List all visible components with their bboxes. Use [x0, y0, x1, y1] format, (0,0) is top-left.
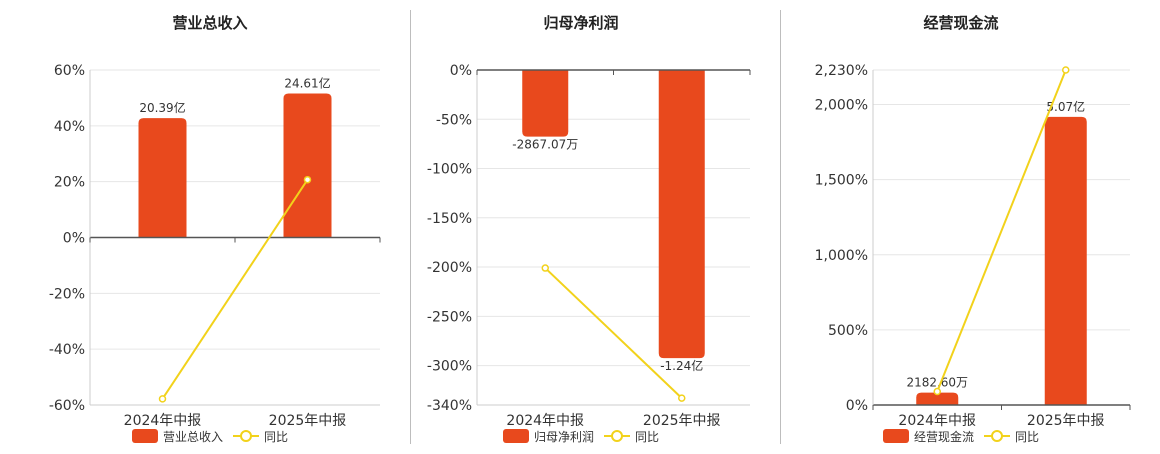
legend-swatch-marker — [611, 430, 623, 442]
y-tick-label: -200% — [427, 260, 472, 276]
x-tick-label: 2024年中报 — [898, 413, 976, 429]
bar — [658, 70, 705, 359]
bar — [283, 93, 332, 238]
x-tick-label: 2025年中报 — [269, 413, 347, 429]
panel-divider — [410, 10, 411, 444]
x-tick-label: 2024年中报 — [124, 413, 202, 429]
y-tick-label: 0% — [846, 398, 868, 414]
y-tick-label: -50% — [436, 112, 472, 128]
chart-title: 营业总收入 — [172, 14, 247, 32]
bar-data-label: 20.39亿 — [139, 100, 185, 115]
y-tick-label: 20% — [54, 175, 85, 191]
x-tick-label: 2025年中报 — [1027, 413, 1105, 429]
y-tick-label: 2,230% — [815, 63, 868, 79]
line-point — [303, 175, 312, 184]
y-tick-label: -300% — [427, 359, 472, 375]
bar-data-label: 24.61亿 — [284, 75, 330, 90]
bar — [916, 392, 959, 405]
y-tick-label: 1,500% — [815, 173, 868, 189]
line-point — [1062, 66, 1070, 74]
bar — [1044, 116, 1087, 406]
line-series — [161, 179, 309, 400]
legend-label-bar: 归母净利润 — [534, 430, 594, 444]
bar — [138, 118, 187, 238]
y-tick-label: -250% — [427, 309, 472, 325]
y-tick-label: 40% — [54, 119, 85, 135]
line-point — [541, 264, 549, 272]
y-tick-label: -40% — [49, 342, 85, 358]
y-tick-label: 1,000% — [815, 248, 868, 264]
line-point — [678, 394, 686, 402]
panel-divider — [780, 10, 781, 444]
line-series — [936, 69, 1067, 392]
legend-swatch-marker — [240, 430, 252, 442]
line-point — [933, 387, 941, 396]
bar-data-label: -1.24亿 — [660, 358, 703, 373]
y-tick-label: -150% — [427, 211, 472, 227]
y-tick-label: 2,000% — [815, 98, 868, 114]
line-series — [544, 267, 683, 399]
y-tick-label: 60% — [54, 63, 85, 79]
legend-label-line: 同比 — [1015, 430, 1039, 444]
chart-net-profit: 归母净利润 0% -50% -100% -150% -200% -250% -300% -340… — [427, 14, 751, 444]
legend-swatch-bar — [132, 429, 158, 443]
chart-cash-flow: 经营现金流 2,230% 2,000% 1,500% 1,000% 500% 0% 2182.… — [815, 14, 1131, 444]
bar-data-label: 5.07亿 — [1046, 99, 1085, 114]
legend-swatch-bar — [503, 429, 529, 443]
chart-panel-net-profit: 归母净利润 0% -50% -100% -150% -200% -250% -300% -340… — [411, 0, 781, 450]
legend-label-line: 同比 — [635, 430, 659, 444]
bar — [522, 70, 569, 137]
bar-data-label: 2182.60万 — [906, 376, 968, 390]
bar-data-label: -2867.07万 — [512, 138, 578, 152]
y-tick-label: -60% — [49, 398, 85, 414]
line-point — [158, 395, 167, 403]
y-tick-label: 0% — [450, 63, 472, 79]
legend-swatch-bar — [883, 429, 909, 443]
legend-label-bar: 经营现金流 — [914, 429, 974, 444]
x-tick-label: 2024年中报 — [506, 413, 584, 429]
chart-revenue: 营业总收入 60% 40% 20% 0% -20% -40% -60% 20.39亿 24.61亿… — [49, 14, 381, 444]
y-tick-label: 500% — [828, 323, 868, 339]
legend-label-line: 同比 — [264, 430, 288, 444]
y-tick-label: 0% — [63, 231, 85, 247]
chart-title: 归母净利润 — [543, 14, 618, 32]
chart-panel-revenue: 营业总收入 60% 40% 20% 0% -20% -40% -60% 20.39亿 24.61亿… — [0, 0, 410, 450]
y-tick-label: -100% — [427, 162, 472, 178]
legend-label-bar: 营业总收入 — [163, 430, 223, 444]
chart-title: 经营现金流 — [923, 14, 998, 32]
x-tick-label: 2025年中报 — [643, 413, 721, 429]
y-tick-label: -340% — [427, 398, 472, 414]
chart-panel-cash-flow: 经营现金流 2,230% 2,000% 1,500% 1,000% 500% 0% 2182.… — [781, 0, 1160, 450]
y-tick-label: -20% — [49, 286, 85, 302]
legend-swatch-marker — [991, 430, 1003, 442]
